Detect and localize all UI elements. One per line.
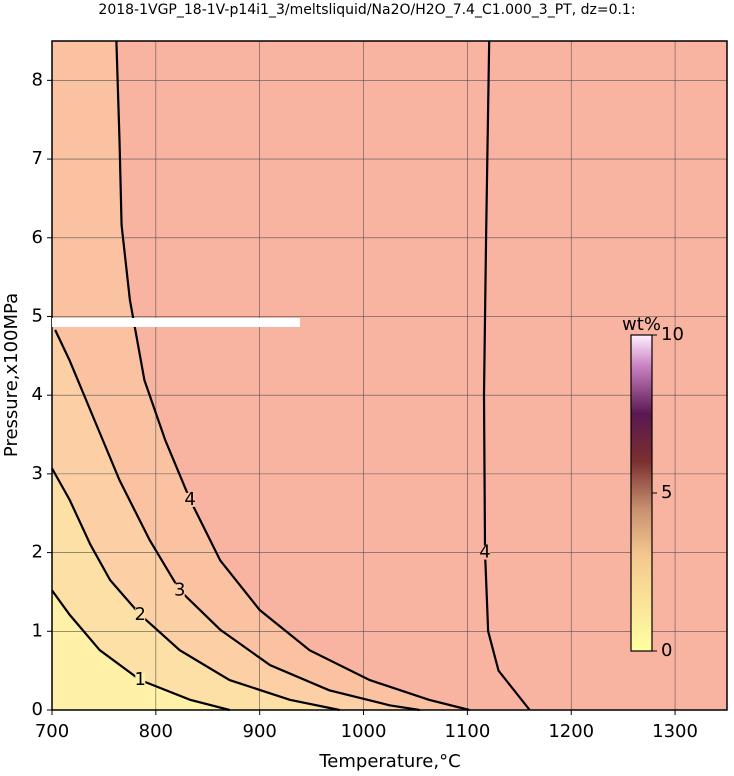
- colorbar-label: wt%: [622, 314, 661, 335]
- x-tick-label: 1100: [444, 721, 490, 742]
- contour-label: 3: [174, 579, 185, 600]
- contour-label-bg: [135, 673, 146, 688]
- x-tick-label: 900: [243, 721, 277, 742]
- x-tick-label: 1300: [652, 721, 698, 742]
- contour-label: 4: [184, 489, 195, 510]
- colorbar-scale: [630, 334, 653, 652]
- x-axis-label: Temperature,°C: [318, 751, 460, 772]
- plot-area: 0 1 2 3 4 5 6 7 8 700 800 900 1000 1100 1200 1300 4 3 2 1 4: [32, 40, 728, 742]
- colorbar: wt% 0 5 10: [622, 314, 684, 661]
- plot-frame: [51, 40, 728, 711]
- y-tick-label: 8: [32, 69, 43, 90]
- contour-label-bg: [480, 545, 491, 560]
- x-tick-label: 1000: [341, 721, 387, 742]
- contour-label-bg: [174, 583, 185, 598]
- y-axis-label: Pressure,x100MPa: [1, 293, 22, 457]
- x-tick-label: 800: [139, 721, 173, 742]
- x-tick-label: 1200: [548, 721, 594, 742]
- contour-fill: [52, 468, 340, 710]
- y-tick-label: 1: [32, 620, 43, 641]
- contour-label: 4: [479, 542, 490, 563]
- contour-label-bg: [185, 492, 196, 507]
- y-tick-label: 2: [32, 542, 43, 563]
- y-tick-label: 5: [32, 305, 43, 326]
- contour-fill: [52, 590, 230, 710]
- colorbar-tick-label: 10: [661, 324, 684, 345]
- colorbar-tick-label: 0: [661, 640, 672, 661]
- contour-line: [51, 589, 230, 712]
- chart-title: 2018-1VGP_18-1V-p14i1_3/meltsliquid/Na2O…: [98, 2, 635, 18]
- y-tick-label: 0: [32, 699, 43, 720]
- y-tick-label: 4: [32, 384, 43, 405]
- y-tick-label: 6: [32, 227, 43, 248]
- x-tick-label: 700: [35, 721, 69, 742]
- y-tick-label: 7: [32, 148, 43, 169]
- y-tick-label: 3: [32, 463, 43, 484]
- contour-fill: [52, 41, 470, 710]
- blank-band: [52, 318, 300, 327]
- contour-label: 2: [135, 604, 146, 625]
- contour-label: 1: [135, 669, 146, 690]
- contour-label-bg: [135, 607, 146, 622]
- colorbar-tick-label: 5: [661, 482, 672, 503]
